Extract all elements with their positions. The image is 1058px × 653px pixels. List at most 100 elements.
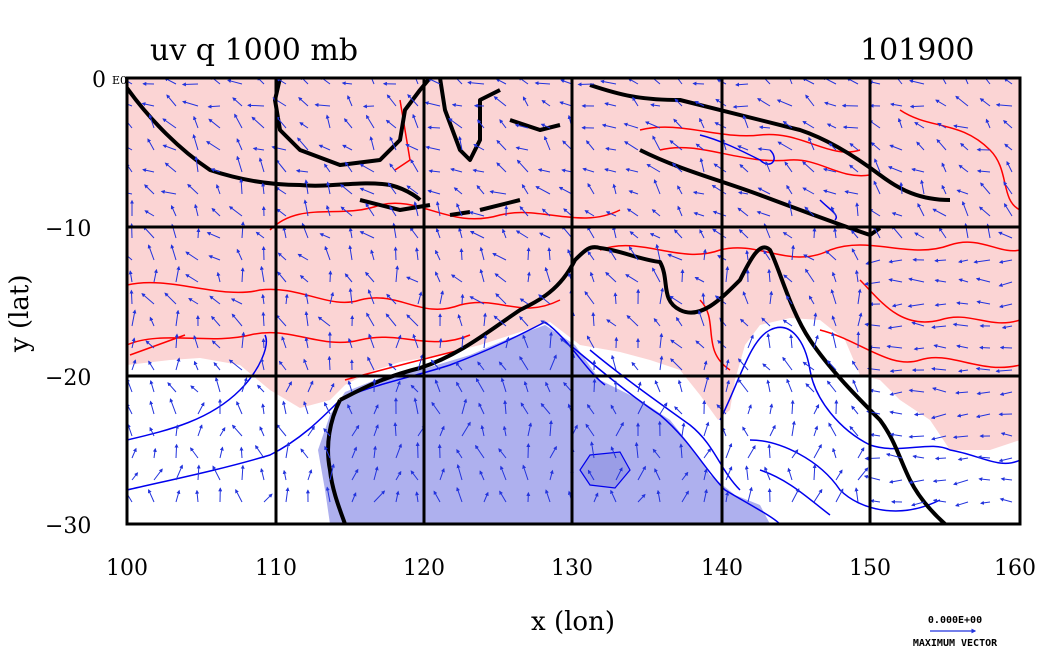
wind-vector: [899, 181, 904, 195]
wind-vector: [304, 336, 309, 349]
wind-vector: [955, 390, 969, 395]
wind-vector: [738, 190, 749, 195]
wind-vector: [298, 97, 309, 107]
wind-vector: [522, 96, 529, 107]
wind-vector: [131, 309, 137, 327]
wind-vector: [142, 168, 155, 173]
wind-vector: [886, 344, 903, 349]
wind-vector: [833, 227, 838, 239]
wind-vector: [131, 447, 137, 459]
wind-vector: [502, 425, 507, 437]
wind-vector: [261, 403, 266, 415]
wind-vector: [439, 290, 445, 305]
wind-vector: [931, 435, 947, 441]
wind-vector: [480, 424, 485, 437]
wind-vector: [385, 119, 397, 129]
wind-vector: [674, 406, 683, 415]
wind-vector: [483, 334, 488, 349]
wind-vector: [999, 303, 1013, 309]
wind-vector: [913, 412, 925, 417]
wind-vector: [456, 486, 463, 503]
wind-vector: [143, 226, 155, 239]
wind-vector: [762, 363, 771, 371]
wind-vector: [777, 141, 793, 151]
wind-vector: [805, 94, 815, 107]
wind-vector: [654, 379, 661, 393]
wind-vector: [912, 454, 925, 459]
wind-vector: [605, 211, 617, 217]
wind-vector: [208, 118, 221, 129]
wind-vector: [911, 167, 925, 173]
wind-vector: [175, 489, 181, 503]
wind-vector: [692, 190, 705, 195]
wind-vector: [913, 346, 925, 351]
wind-vector: [519, 206, 529, 217]
wind-vector: [854, 487, 859, 503]
wind-vector: [367, 356, 375, 371]
wind-vector: [761, 317, 771, 327]
wind-vector: [351, 424, 360, 437]
wind-vector: [1003, 120, 1013, 129]
wind-vector: [460, 293, 465, 305]
wind-vector: [782, 356, 793, 371]
wind-vector: [299, 122, 309, 129]
x-tick-label: 160: [994, 556, 1036, 581]
vector-key-magnitude: 0.000E+00: [928, 615, 982, 626]
wind-vector: [148, 114, 155, 129]
wind-vector: [702, 248, 707, 261]
wind-vector: [127, 103, 133, 107]
wind-vector: [785, 295, 793, 305]
wind-vector: [637, 381, 642, 393]
wind-vector: [888, 278, 903, 283]
wind-vector: [211, 340, 221, 349]
wind-vector: [786, 378, 793, 393]
wind-vector: [694, 277, 705, 283]
wind-vector: [998, 457, 1013, 463]
wind-vector: [543, 135, 551, 151]
wind-vector: [498, 361, 507, 371]
wind-vector: [153, 268, 158, 283]
wind-vector: [653, 179, 661, 195]
wind-vector: [193, 360, 199, 371]
wind-vector: [439, 425, 445, 437]
wind-vector: [319, 233, 331, 239]
wind-vector: [476, 185, 485, 195]
wind-vector: [459, 248, 464, 261]
wind-vector: [934, 278, 947, 283]
wind-vector: [589, 441, 595, 459]
wind-vector: [998, 259, 1013, 264]
wind-vector: [851, 360, 859, 371]
wind-vector: [479, 246, 485, 261]
wind-vector: [303, 199, 309, 217]
wind-vector: [395, 265, 400, 283]
wind-vector: [231, 313, 243, 327]
wind-vector: [427, 189, 441, 195]
wind-vector: [540, 320, 551, 327]
wind-vector: [415, 491, 420, 503]
wind-vector: [538, 232, 551, 239]
wind-vector: [261, 311, 266, 327]
wind-vector: [960, 142, 969, 151]
wind-vector: [931, 325, 947, 330]
wind-vector: [623, 122, 639, 129]
wind-vector: [980, 500, 991, 505]
wind-vector: [995, 102, 1013, 107]
wind-vector: [964, 78, 969, 85]
wind-vector: [545, 489, 551, 503]
wind-vector: [174, 424, 179, 437]
plot-frame: [125, 76, 1022, 526]
wind-vector: [324, 401, 331, 415]
wind-vector: [260, 468, 265, 481]
wind-vector: [650, 78, 661, 85]
wind-vector: [231, 424, 243, 437]
wind-vector: [149, 426, 155, 437]
wind-vector: [609, 249, 617, 261]
wind-vector: [625, 167, 639, 173]
wind-vector: [276, 208, 287, 217]
wind-vector: [344, 273, 353, 283]
wind-vector: [500, 465, 507, 481]
wind-vector: [909, 104, 925, 109]
wind-vector: [307, 469, 313, 481]
wind-vector: [472, 168, 485, 173]
wind-vector: [329, 382, 335, 393]
